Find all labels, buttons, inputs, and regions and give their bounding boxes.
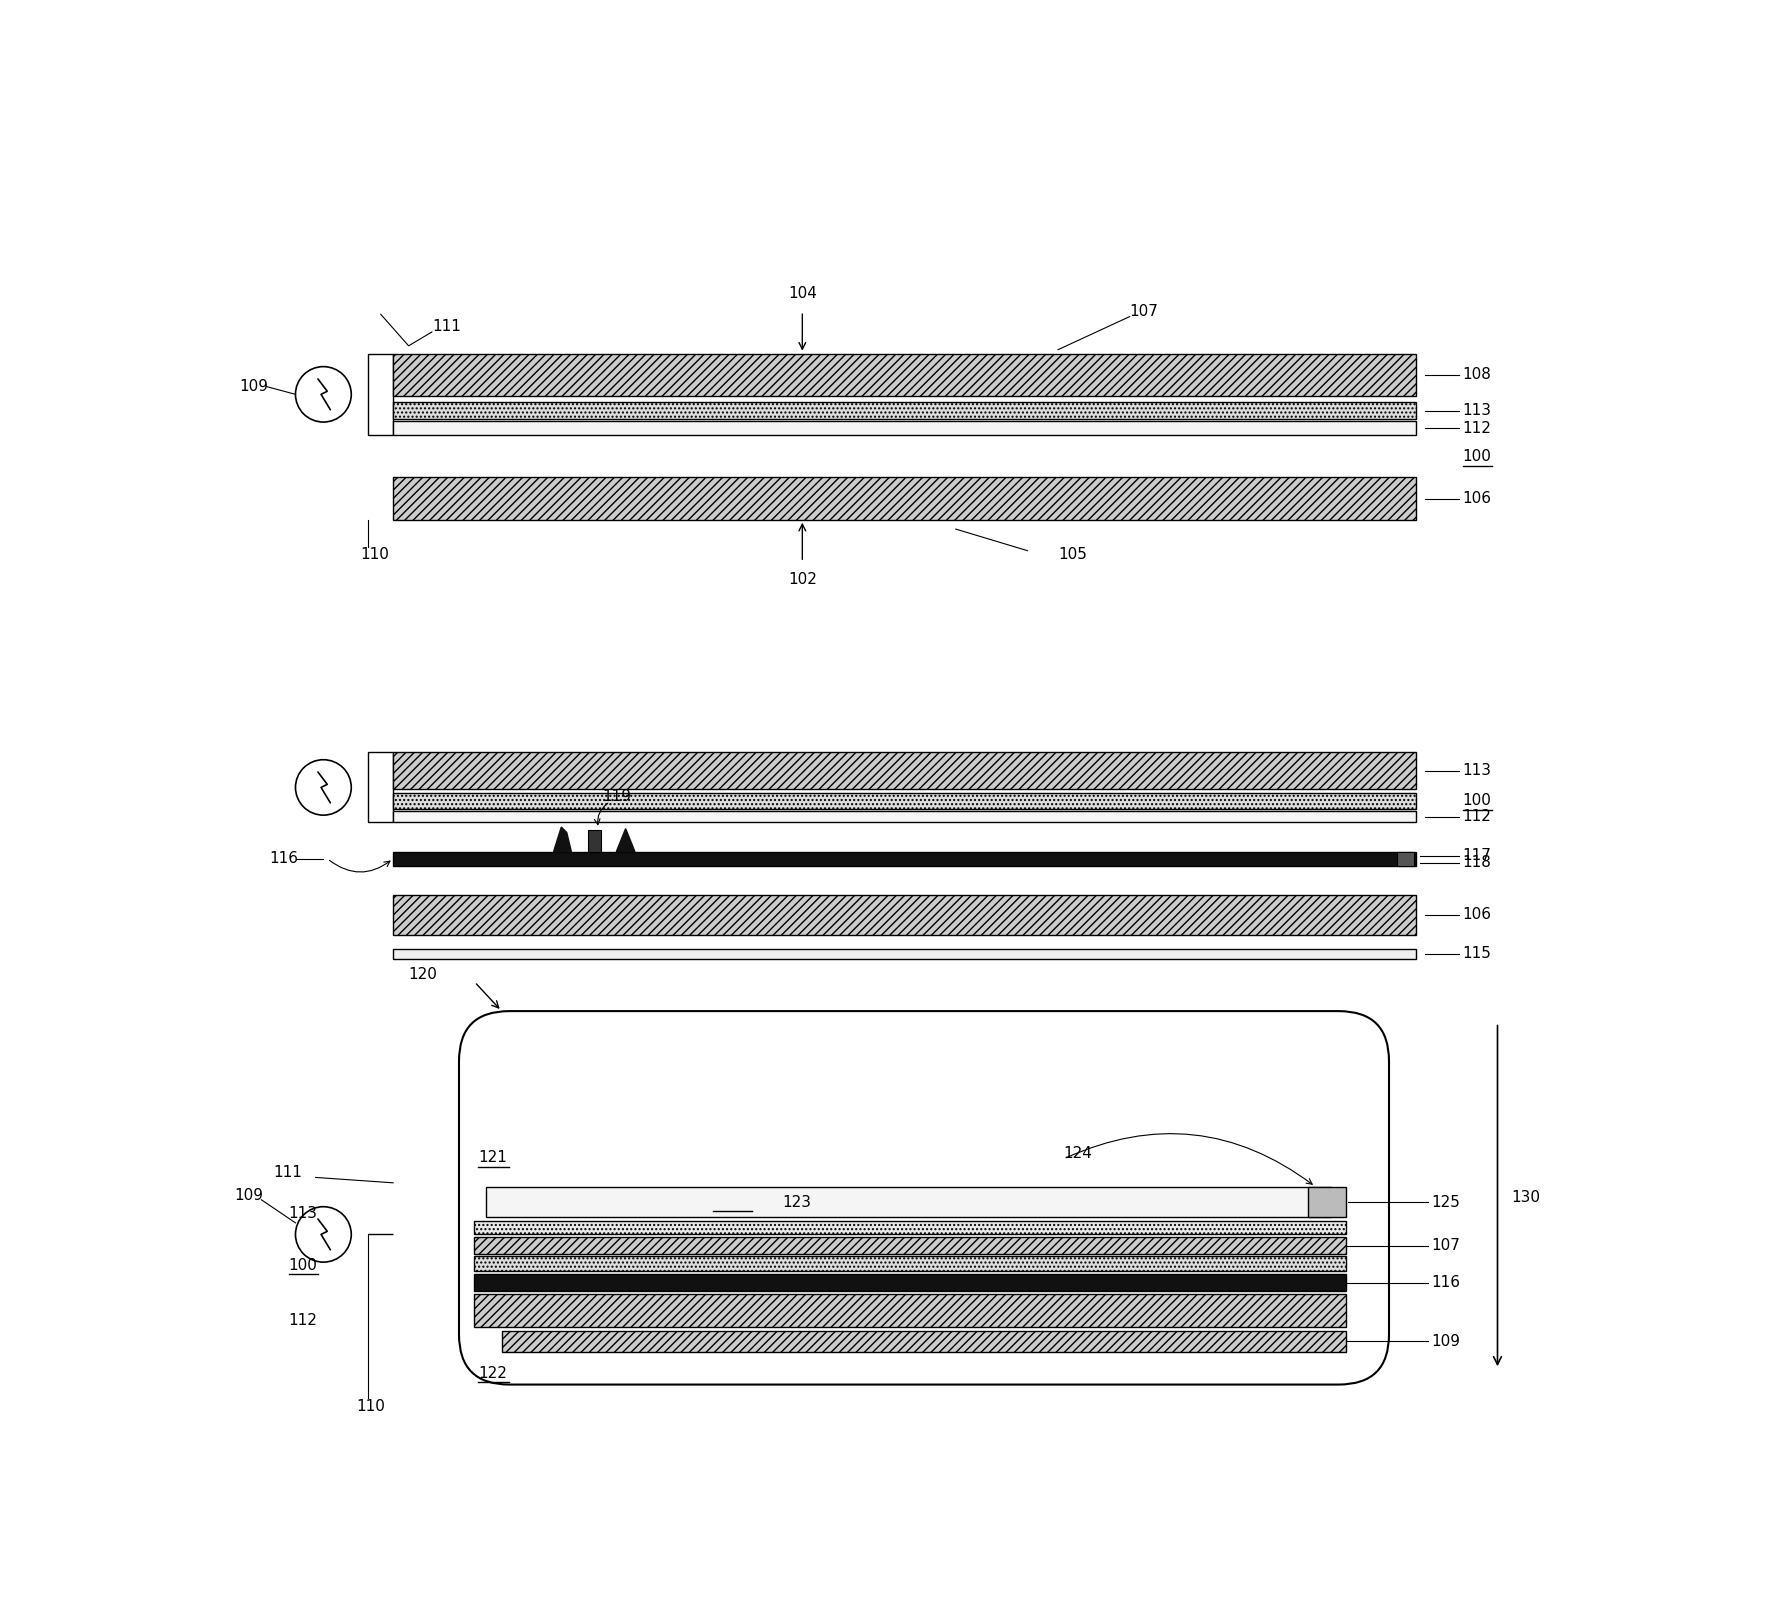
Text: 118: 118: [1461, 855, 1490, 870]
Text: 107: 107: [1129, 303, 1159, 319]
Bar: [486, 1186, 1330, 1218]
Text: 111: 111: [272, 1165, 301, 1180]
Text: 112: 112: [288, 1313, 317, 1329]
Text: 109: 109: [235, 1188, 263, 1204]
Text: 108: 108: [1461, 368, 1490, 382]
Bar: [473, 1274, 1346, 1292]
Bar: [393, 353, 1415, 396]
Text: 109: 109: [1431, 1334, 1460, 1348]
Bar: [393, 949, 1415, 958]
Bar: [473, 1295, 1346, 1327]
Text: 113: 113: [288, 1205, 317, 1221]
Bar: [393, 401, 1415, 419]
Text: 113: 113: [1461, 764, 1492, 778]
Text: 117: 117: [1461, 849, 1490, 863]
Text: 120: 120: [408, 966, 438, 982]
Text: 109: 109: [240, 379, 269, 395]
Text: 100: 100: [288, 1258, 317, 1273]
Bar: [587, 830, 600, 852]
Text: 123: 123: [783, 1194, 812, 1210]
Text: 116: 116: [1431, 1276, 1460, 1290]
Bar: [368, 353, 393, 435]
Polygon shape: [616, 828, 634, 852]
Bar: [1307, 1186, 1346, 1218]
Polygon shape: [554, 827, 571, 852]
Text: 105: 105: [1057, 547, 1086, 562]
Text: 106: 106: [1461, 907, 1492, 923]
Bar: [393, 811, 1415, 822]
Text: 121: 121: [479, 1149, 507, 1165]
Text: 104: 104: [787, 286, 817, 302]
Text: 106: 106: [1461, 491, 1492, 506]
Text: 125: 125: [1431, 1194, 1460, 1210]
Text: 107: 107: [1431, 1239, 1460, 1254]
Text: 113: 113: [1461, 403, 1492, 417]
Text: 122: 122: [479, 1366, 507, 1380]
Bar: [393, 478, 1415, 520]
Text: 110: 110: [356, 1398, 384, 1414]
Bar: [473, 1257, 1346, 1271]
Text: 100: 100: [1461, 449, 1490, 464]
Text: 124: 124: [1063, 1146, 1091, 1160]
Bar: [502, 1331, 1346, 1353]
Bar: [473, 1237, 1346, 1255]
Text: 112: 112: [1461, 809, 1490, 825]
Bar: [393, 793, 1415, 809]
Text: 112: 112: [1461, 421, 1490, 435]
FancyBboxPatch shape: [459, 1011, 1388, 1385]
Bar: [368, 753, 393, 822]
Bar: [393, 753, 1415, 790]
Text: 116: 116: [269, 851, 297, 867]
Bar: [393, 852, 1415, 865]
Text: 100: 100: [1461, 793, 1490, 809]
Bar: [393, 421, 1415, 435]
Bar: [1396, 852, 1413, 865]
Text: 102: 102: [787, 573, 817, 587]
Text: 119: 119: [602, 788, 632, 804]
Text: 130: 130: [1511, 1191, 1540, 1205]
Bar: [393, 896, 1415, 934]
Bar: [473, 1220, 1346, 1234]
Text: 115: 115: [1461, 947, 1490, 961]
Text: 110: 110: [360, 547, 390, 562]
Text: 111: 111: [431, 319, 461, 334]
